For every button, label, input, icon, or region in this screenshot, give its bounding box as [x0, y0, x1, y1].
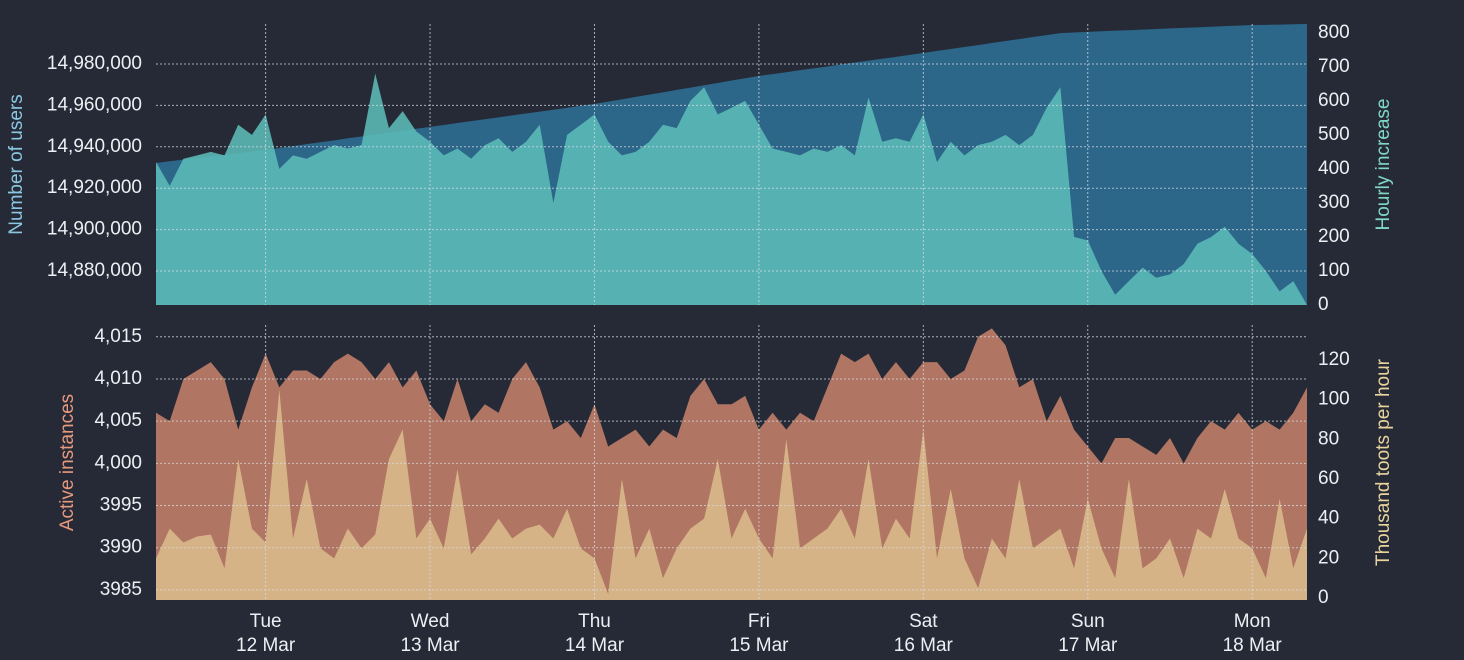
y2-tick-label: 300 [1318, 192, 1350, 213]
x-tick-label: Wed [411, 611, 450, 632]
x-tick-label: Sat [909, 611, 938, 632]
y-axis-title: Number of users [6, 94, 27, 234]
y-tick-label: 14,940,000 [47, 136, 142, 157]
y-axis-title: Active instances [57, 394, 78, 531]
x-tick-label: Sun [1071, 611, 1105, 632]
y-tick-label: 4,005 [94, 410, 142, 431]
y-tick-label: 14,980,000 [47, 53, 142, 74]
y2-axis-title: Hourly increase [1373, 99, 1394, 231]
y2-tick-label: 600 [1318, 90, 1350, 111]
y2-tick-label: 80 [1318, 428, 1339, 449]
y-tick-label: 3990 [100, 537, 142, 558]
x-tick-sublabel: 17 Mar [1058, 635, 1118, 656]
y-tick-label: 14,900,000 [47, 219, 142, 240]
y-tick-label: 4,000 [94, 452, 142, 473]
x-tick-label: Fri [748, 611, 770, 632]
x-tick-sublabel: 12 Mar [236, 635, 296, 656]
y2-tick-label: 60 [1318, 468, 1339, 489]
y-tick-label: 14,880,000 [47, 260, 142, 281]
y2-tick-label: 700 [1318, 56, 1350, 77]
y2-tick-label: 800 [1318, 22, 1350, 43]
y2-tick-label: 200 [1318, 226, 1350, 247]
x-tick-sublabel: 14 Mar [565, 635, 625, 656]
y2-tick-label: 0 [1318, 587, 1329, 608]
y2-tick-label: 20 [1318, 547, 1339, 568]
y2-tick-label: 0 [1318, 294, 1329, 315]
y-tick-label: 14,920,000 [47, 177, 142, 198]
x-tick-sublabel: 13 Mar [400, 635, 460, 656]
y2-axis-title: Thousand toots per hour [1373, 358, 1394, 566]
y2-tick-label: 120 [1318, 349, 1350, 370]
y2-tick-label: 100 [1318, 260, 1350, 281]
area [156, 73, 1307, 306]
x-tick-sublabel: 18 Mar [1223, 635, 1283, 656]
x-tick-sublabel: 15 Mar [729, 635, 789, 656]
area [156, 389, 1307, 600]
x-tick-label: Thu [578, 611, 611, 632]
y2-tick-label: 40 [1318, 508, 1339, 529]
x-tick-label: Mon [1234, 611, 1271, 632]
y-tick-label: 14,960,000 [47, 94, 142, 115]
y-tick-label: 4,015 [94, 326, 142, 347]
y-tick-label: 3985 [100, 579, 142, 600]
x-tick-sublabel: 16 Mar [894, 635, 954, 656]
y-tick-label: 4,010 [94, 368, 142, 389]
y2-tick-label: 100 [1318, 389, 1350, 410]
y-tick-label: 3995 [100, 495, 142, 516]
y2-tick-label: 500 [1318, 124, 1350, 145]
y2-tick-label: 400 [1318, 158, 1350, 179]
x-tick-label: Tue [250, 611, 282, 632]
